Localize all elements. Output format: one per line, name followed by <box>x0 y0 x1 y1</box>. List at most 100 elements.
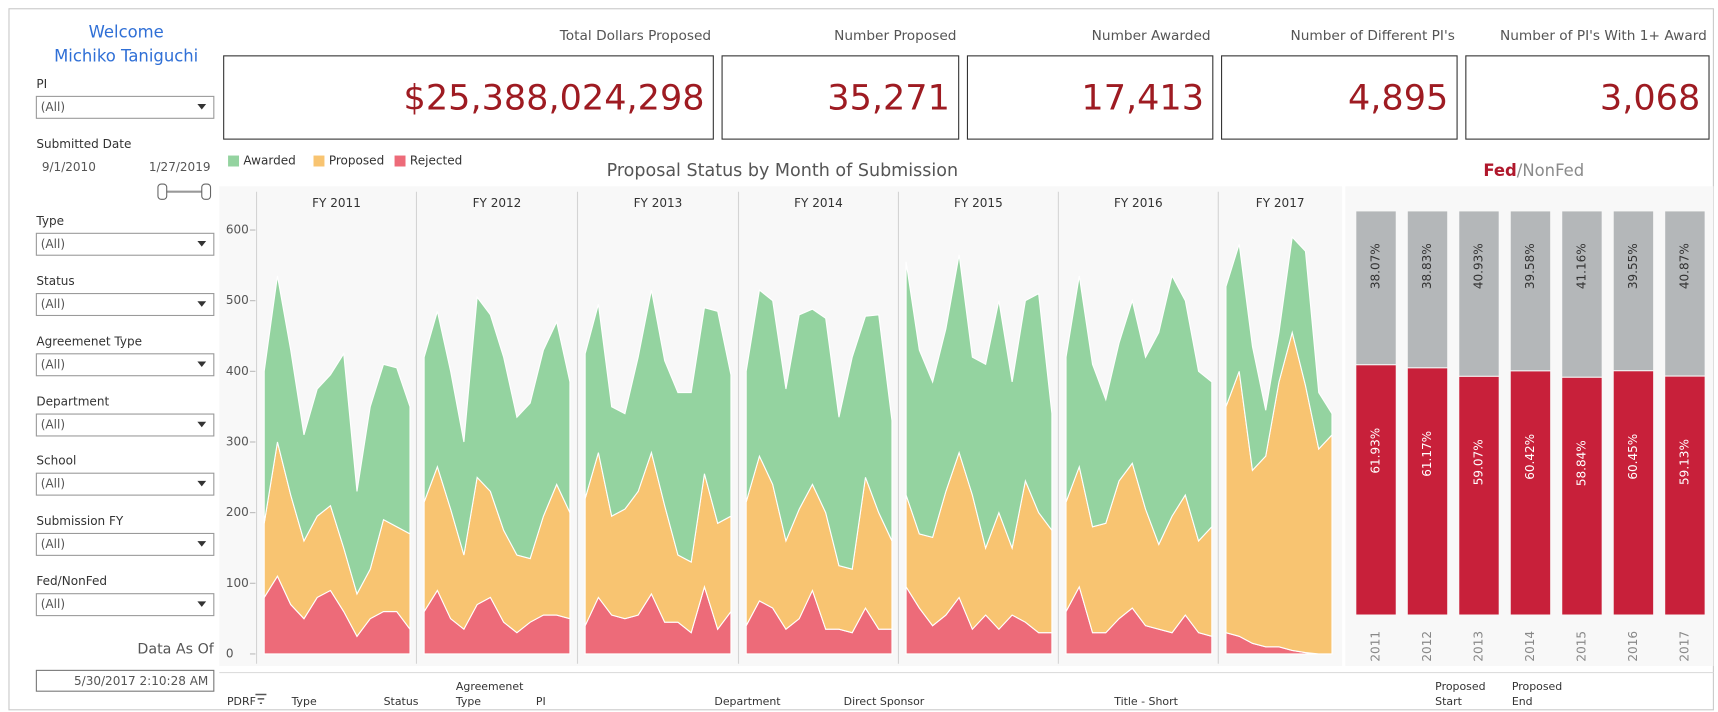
kpi-title: Number Awarded <box>1092 28 1211 44</box>
y-tick-label: 100 <box>226 576 249 590</box>
dropdown-box[interactable] <box>35 413 215 437</box>
y-tick-label: 500 <box>226 293 249 307</box>
filter-dropdown[interactable]: (All) <box>35 232 215 256</box>
x-tick-label: 2016 <box>1626 631 1640 662</box>
dropdown-value[interactable]: (All) <box>41 237 65 251</box>
dropdown-arrow[interactable] <box>197 601 207 607</box>
bar-fed <box>1510 371 1551 615</box>
panel-label: FY 2016 <box>1114 196 1163 210</box>
filter-dropdown[interactable]: (All) <box>35 413 215 437</box>
dropdown-arrow[interactable] <box>197 301 207 307</box>
filter-dropdown[interactable]: (All) <box>35 95 215 119</box>
bar-fed <box>1459 376 1499 615</box>
dropdown-value[interactable]: (All) <box>41 297 65 311</box>
kpi-title: Number Proposed <box>834 28 956 44</box>
title-segment: Fed <box>1483 160 1516 179</box>
table-column-header[interactable]: Proposed <box>1512 680 1562 693</box>
data-as-of-value: 5/30/2017 2:10:28 AM <box>74 674 208 688</box>
bar-fed <box>1407 368 1448 615</box>
kpi-box <box>223 55 714 140</box>
bar-value-label: 39.58% <box>1523 243 1537 289</box>
area-awarded <box>1065 274 1213 546</box>
bar-value-label: 59.13% <box>1677 439 1691 485</box>
table-column-header[interactable]: Direct Sponsor <box>844 695 925 708</box>
bar-value-label: 60.42% <box>1523 434 1537 480</box>
kpi-title: Number of PI's With 1+ Award <box>1500 28 1707 44</box>
panel-label: FY 2012 <box>473 196 522 210</box>
bar-fed <box>1562 377 1602 615</box>
panel-label: FY 2014 <box>794 196 843 210</box>
dropdown-value[interactable]: (All) <box>41 418 65 432</box>
table-column-header[interactable]: Status <box>384 695 419 708</box>
table-column-header[interactable]: Proposed <box>1435 680 1485 693</box>
table-column-header[interactable]: Department <box>714 695 781 708</box>
chart-title: Proposal Status by Month of Submission <box>607 161 958 181</box>
bar-value-label: 40.87% <box>1677 243 1691 289</box>
dropdown-arrow[interactable] <box>197 421 207 428</box>
area-awarded <box>584 289 732 563</box>
y-tick-label: 400 <box>226 364 249 378</box>
y-tick-label: 600 <box>226 223 249 237</box>
y-tick-label: 0 <box>226 646 234 660</box>
table-column-header[interactable]: Start <box>1435 695 1462 708</box>
dropdown-arrow[interactable] <box>197 480 207 487</box>
dropdown-value[interactable]: (All) <box>41 477 65 491</box>
dropdown-box[interactable] <box>35 293 215 317</box>
area-awarded <box>1225 235 1333 472</box>
kpi-box <box>1221 55 1458 140</box>
table-column-header[interactable]: PDRF <box>227 695 256 708</box>
filter-dropdown[interactable]: (All) <box>35 472 215 496</box>
dropdown-value[interactable]: (All) <box>41 357 65 371</box>
table-column-header[interactable]: Title - Short <box>1113 695 1178 708</box>
kpi-title: Number of Different PI's <box>1290 28 1454 44</box>
bar-value-label: 39.55% <box>1626 243 1640 289</box>
dropdown-value[interactable]: (All) <box>41 597 65 611</box>
y-tick-label: 200 <box>226 505 249 519</box>
dropdown-arrow[interactable] <box>197 541 207 547</box>
bar-fed <box>1665 376 1705 615</box>
filter-dropdown[interactable]: (All) <box>35 293 215 317</box>
filter-label: Fed/NonFed <box>36 574 107 588</box>
bar-nonfed <box>1562 211 1602 377</box>
table-column-header[interactable]: Agreemenet <box>456 680 524 693</box>
dropdown-arrow[interactable] <box>197 361 207 367</box>
bar-value-label: 38.83% <box>1420 243 1434 289</box>
dropdown-box[interactable] <box>35 593 215 617</box>
filter-label: Status <box>36 274 74 288</box>
bar-nonfed <box>1613 211 1654 371</box>
dropdown-box[interactable] <box>35 95 215 119</box>
dropdown-box[interactable] <box>35 472 215 496</box>
date-from: 9/1/2010 <box>42 160 96 174</box>
y-tick-label: 300 <box>226 434 249 448</box>
sort-icon[interactable] <box>255 693 267 705</box>
table-column-header[interactable]: Type <box>455 695 481 708</box>
bar-value-label: 41.16% <box>1574 243 1588 289</box>
filter-dropdown[interactable]: (All) <box>35 532 215 556</box>
slider-handle[interactable] <box>201 183 212 200</box>
area-awarded <box>263 275 411 596</box>
dropdown-box[interactable] <box>35 532 215 556</box>
bar-nonfed <box>1665 211 1705 376</box>
filter-dropdown[interactable]: (All) <box>35 353 215 377</box>
table-column-header[interactable]: End <box>1512 695 1533 708</box>
title-segment: /NonFed <box>1517 160 1584 179</box>
dropdown-box[interactable] <box>35 232 215 256</box>
dropdown-value[interactable]: (All) <box>41 100 65 114</box>
kpi-value: $25,388,024,298 <box>404 78 705 119</box>
slider-handle[interactable] <box>157 183 168 200</box>
dropdown-value[interactable]: (All) <box>41 537 65 551</box>
data-as-of-box <box>35 669 215 692</box>
dropdown-arrow[interactable] <box>197 240 207 247</box>
table-column-header[interactable]: Type <box>291 695 317 708</box>
table-column-header[interactable]: PI <box>536 695 546 708</box>
bar-value-label: 58.84% <box>1574 440 1588 486</box>
kpi-value: 35,271 <box>827 78 950 119</box>
kpi-value: 17,413 <box>1081 78 1204 119</box>
kpi-box <box>721 55 960 140</box>
dropdown-box[interactable] <box>35 353 215 377</box>
filter-label: Agreemenet Type <box>36 334 142 348</box>
filter-label: Submitted Date <box>36 137 131 151</box>
dropdown-arrow[interactable] <box>197 104 207 110</box>
filter-dropdown[interactable]: (All) <box>35 593 215 617</box>
bar-value-label: 61.93% <box>1369 428 1383 474</box>
